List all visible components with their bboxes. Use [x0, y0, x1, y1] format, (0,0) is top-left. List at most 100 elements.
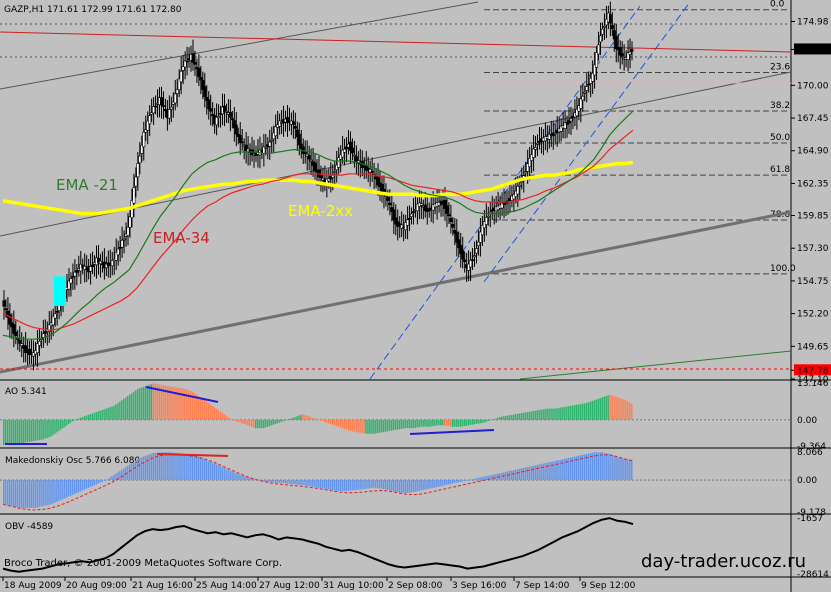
ao-bar [412, 419, 414, 429]
ao-bar [266, 419, 269, 427]
ao-bar [280, 419, 283, 422]
ao-bar [87, 414, 90, 420]
candle-body [392, 209, 396, 221]
candle-body [628, 51, 632, 55]
price-label: 164.90 [797, 147, 829, 157]
mak-bar [355, 480, 357, 490]
candle-body [451, 223, 455, 228]
ao-bar [219, 411, 222, 420]
candle-body [350, 147, 354, 154]
candle-body [169, 106, 173, 110]
candle-body [177, 78, 181, 90]
mak-bar [325, 480, 328, 490]
ao-bar [465, 419, 468, 426]
ao-bar [184, 389, 186, 420]
candle-body [224, 111, 228, 113]
candle-body [47, 324, 51, 332]
price-label: 149.65 [797, 342, 829, 352]
ao-bar [349, 419, 351, 431]
mak-bar [507, 471, 509, 481]
ao-bar [518, 413, 521, 420]
mak-bar [207, 460, 210, 481]
obv-line [2, 517, 634, 573]
candle-body [173, 93, 177, 104]
mak-bar [87, 480, 90, 488]
mak-bar [95, 480, 97, 485]
ao-bar [554, 408, 556, 420]
mak-bar [249, 477, 251, 481]
mak-bar [3, 480, 5, 505]
mak-bar [473, 478, 475, 481]
trend-line [483, 1, 691, 283]
mak-bar [489, 475, 491, 481]
ao-bar [520, 413, 523, 420]
mak-bar [581, 454, 584, 481]
mak-bar [180, 453, 182, 481]
mak-bar [119, 470, 121, 481]
mak-bar [570, 457, 572, 481]
ao-bar [260, 419, 263, 429]
candle-body [159, 97, 163, 106]
time-label: 3 Sep 16:00 [452, 581, 507, 591]
ao-bar [105, 408, 107, 420]
ao-bar [548, 408, 550, 420]
ao-bar [629, 402, 631, 420]
candle-body [67, 280, 71, 290]
ao-bar [367, 419, 369, 434]
mak-bar [103, 480, 105, 481]
mak-signal-line [2, 454, 634, 511]
mak-bar [416, 480, 418, 492]
mak-bar [10, 480, 13, 507]
ao-bar [323, 419, 326, 422]
ao-bar [603, 396, 605, 420]
ema-21-label: EMA -21 [56, 176, 118, 194]
mak-bar [426, 480, 428, 490]
ao-bar [142, 386, 145, 420]
mak-bar [363, 480, 365, 490]
ao-bar [288, 419, 290, 420]
mak-bar [99, 480, 101, 483]
ao-bar [121, 400, 123, 420]
mak-bar [516, 469, 519, 481]
candle-body [203, 86, 207, 97]
ao-bar [227, 416, 229, 420]
mak-bar [67, 480, 70, 497]
ao-bar [134, 390, 137, 420]
mak-bar [410, 480, 412, 493]
candle-body [313, 162, 317, 172]
ao-bar [95, 412, 97, 420]
mak-bar [562, 459, 564, 481]
mak-bar [192, 455, 194, 481]
ao-bar [119, 401, 121, 420]
mak-bar [382, 480, 385, 490]
mak-bar [445, 480, 448, 485]
mak-bar [264, 480, 267, 482]
mak-bar [243, 476, 245, 481]
mak-bar [627, 459, 629, 481]
candle-body [520, 181, 524, 183]
ao-bar [420, 419, 422, 427]
mak-bar [64, 480, 66, 499]
candle-body [333, 171, 337, 174]
mak-bar [268, 480, 271, 482]
mak-bar [34, 480, 36, 508]
candle-body [28, 348, 32, 355]
candle-body [20, 343, 24, 346]
candle-body [569, 118, 573, 122]
candle-body [193, 61, 197, 65]
ao-bar [50, 419, 52, 437]
mak-bar [558, 460, 560, 481]
ao-bar [113, 405, 115, 420]
candle-body [406, 219, 410, 226]
mak-bar [321, 480, 324, 489]
ao-bar [235, 419, 237, 422]
mak-bar [386, 480, 389, 491]
ao-bar [188, 390, 190, 420]
candle-body [319, 174, 323, 178]
mak-bar [422, 480, 424, 491]
ao-bar [58, 419, 60, 431]
mak-bar [188, 454, 190, 481]
candle-body [602, 26, 606, 28]
ao-bar [447, 419, 450, 427]
